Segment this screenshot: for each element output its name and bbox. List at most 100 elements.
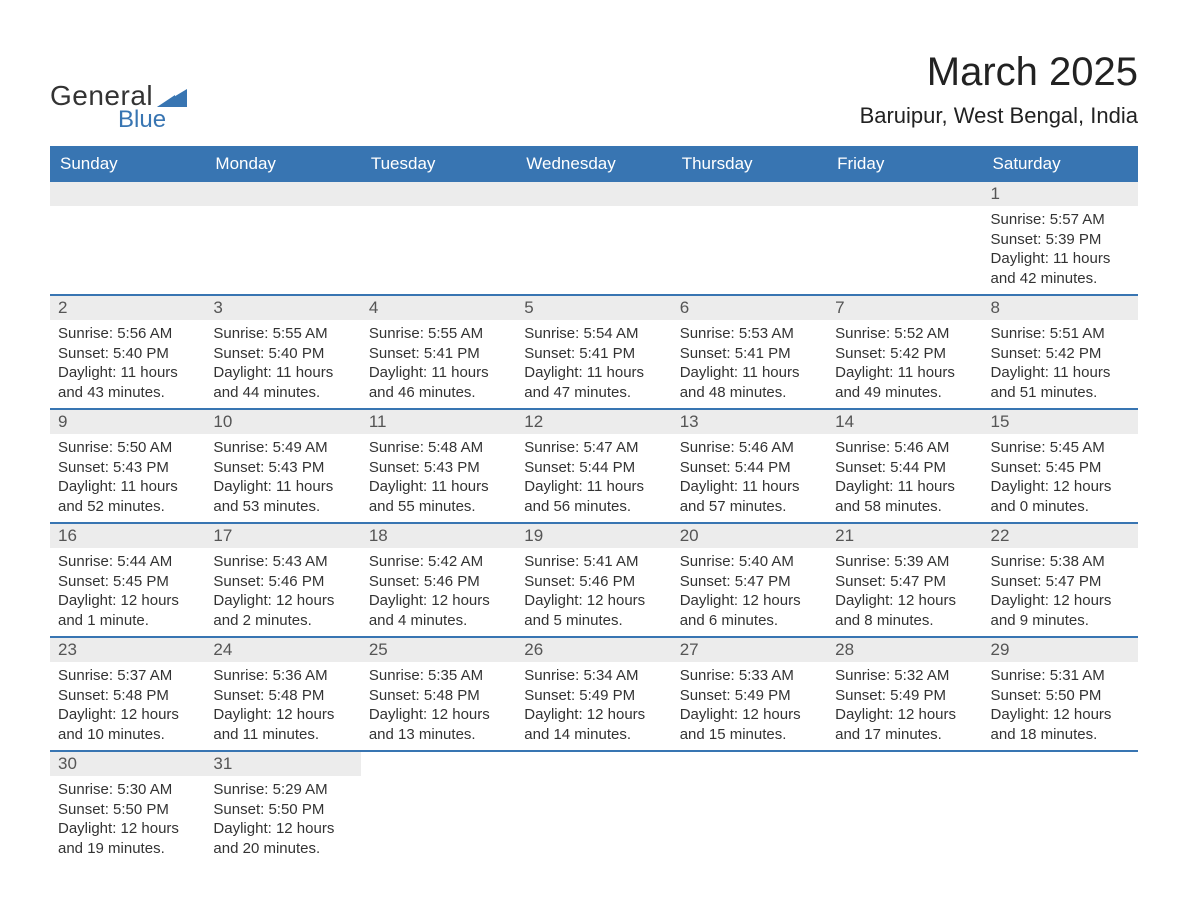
daylight-text: and 14 minutes. [524,725,663,745]
sunset-text: Sunset: 5:49 PM [680,686,819,706]
daylight-text: and 43 minutes. [58,383,197,403]
day-number: 8 [983,296,1138,320]
daylight-text: and 52 minutes. [58,497,197,517]
daylight-text: and 9 minutes. [991,611,1130,631]
sunrise-text: Sunrise: 5:53 AM [680,324,819,344]
sunset-text: Sunset: 5:41 PM [524,344,663,364]
day-number: 19 [516,524,671,548]
cell-body: Sunrise: 5:50 AMSunset: 5:43 PMDaylight:… [50,434,205,522]
day-number [361,752,516,776]
sunset-text: Sunset: 5:39 PM [991,230,1130,250]
sunset-text: Sunset: 5:43 PM [58,458,197,478]
sunset-text: Sunset: 5:45 PM [58,572,197,592]
daylight-text: Daylight: 12 hours [213,591,352,611]
day-number: 10 [205,410,360,434]
daylight-text: Daylight: 12 hours [991,705,1130,725]
daylight-text: Daylight: 12 hours [58,705,197,725]
sunset-text: Sunset: 5:47 PM [835,572,974,592]
calendar-cell: 19Sunrise: 5:41 AMSunset: 5:46 PMDayligh… [516,524,671,636]
sunrise-text: Sunrise: 5:48 AM [369,438,508,458]
calendar: Sunday Monday Tuesday Wednesday Thursday… [50,146,1138,864]
calendar-cell: 18Sunrise: 5:42 AMSunset: 5:46 PMDayligh… [361,524,516,636]
day-headers: Sunday Monday Tuesday Wednesday Thursday… [50,146,1138,182]
day-number [516,182,671,206]
cell-body: Sunrise: 5:29 AMSunset: 5:50 PMDaylight:… [205,776,360,864]
sunrise-text: Sunrise: 5:34 AM [524,666,663,686]
sunset-text: Sunset: 5:50 PM [213,800,352,820]
calendar-cell: 20Sunrise: 5:40 AMSunset: 5:47 PMDayligh… [672,524,827,636]
sunrise-text: Sunrise: 5:38 AM [991,552,1130,572]
cell-body: Sunrise: 5:48 AMSunset: 5:43 PMDaylight:… [361,434,516,522]
daylight-text: and 53 minutes. [213,497,352,517]
day-number: 28 [827,638,982,662]
daylight-text: and 58 minutes. [835,497,974,517]
day-number: 9 [50,410,205,434]
daylight-text: Daylight: 11 hours [369,477,508,497]
daylight-text: and 8 minutes. [835,611,974,631]
day-number: 13 [672,410,827,434]
sunrise-text: Sunrise: 5:43 AM [213,552,352,572]
day-number: 4 [361,296,516,320]
sunrise-text: Sunrise: 5:37 AM [58,666,197,686]
sunrise-text: Sunrise: 5:30 AM [58,780,197,800]
calendar-cell [361,182,516,294]
sunrise-text: Sunrise: 5:54 AM [524,324,663,344]
sunrise-text: Sunrise: 5:51 AM [991,324,1130,344]
cell-body-empty [827,206,982,286]
sunrise-text: Sunrise: 5:52 AM [835,324,974,344]
sunrise-text: Sunrise: 5:44 AM [58,552,197,572]
sunrise-text: Sunrise: 5:32 AM [835,666,974,686]
sunset-text: Sunset: 5:50 PM [58,800,197,820]
header-row: General Blue March 2025 Baruipur, West B… [50,50,1138,134]
calendar-cell: 4Sunrise: 5:55 AMSunset: 5:41 PMDaylight… [361,296,516,408]
daylight-text: Daylight: 12 hours [213,705,352,725]
sunrise-text: Sunrise: 5:55 AM [213,324,352,344]
sunrise-text: Sunrise: 5:45 AM [991,438,1130,458]
calendar-cell: 9Sunrise: 5:50 AMSunset: 5:43 PMDaylight… [50,410,205,522]
daylight-text: and 48 minutes. [680,383,819,403]
day-header-saturday: Saturday [983,146,1138,182]
calendar-cell [516,182,671,294]
day-number: 25 [361,638,516,662]
day-header-thursday: Thursday [672,146,827,182]
calendar-cell [516,752,671,864]
cell-body: Sunrise: 5:32 AMSunset: 5:49 PMDaylight:… [827,662,982,750]
sunrise-text: Sunrise: 5:40 AM [680,552,819,572]
sunset-text: Sunset: 5:48 PM [58,686,197,706]
day-number: 22 [983,524,1138,548]
daylight-text: and 11 minutes. [213,725,352,745]
cell-body: Sunrise: 5:55 AMSunset: 5:41 PMDaylight:… [361,320,516,408]
calendar-cell: 21Sunrise: 5:39 AMSunset: 5:47 PMDayligh… [827,524,982,636]
daylight-text: Daylight: 11 hours [991,249,1130,269]
sunset-text: Sunset: 5:43 PM [213,458,352,478]
week-row: 9Sunrise: 5:50 AMSunset: 5:43 PMDaylight… [50,408,1138,522]
day-number: 3 [205,296,360,320]
cell-body-empty [361,206,516,286]
calendar-cell [672,752,827,864]
day-number: 20 [672,524,827,548]
day-number: 16 [50,524,205,548]
cell-body: Sunrise: 5:30 AMSunset: 5:50 PMDaylight:… [50,776,205,864]
week-row: 2Sunrise: 5:56 AMSunset: 5:40 PMDaylight… [50,294,1138,408]
daylight-text: Daylight: 12 hours [369,705,508,725]
cell-body-empty [50,206,205,286]
daylight-text: and 4 minutes. [369,611,508,631]
day-number [827,752,982,776]
week-row: 30Sunrise: 5:30 AMSunset: 5:50 PMDayligh… [50,750,1138,864]
daylight-text: Daylight: 12 hours [680,705,819,725]
sunrise-text: Sunrise: 5:31 AM [991,666,1130,686]
sunset-text: Sunset: 5:44 PM [524,458,663,478]
sunset-text: Sunset: 5:40 PM [213,344,352,364]
sunset-text: Sunset: 5:46 PM [369,572,508,592]
day-header-monday: Monday [205,146,360,182]
sunset-text: Sunset: 5:46 PM [524,572,663,592]
sunset-text: Sunset: 5:43 PM [369,458,508,478]
sunset-text: Sunset: 5:40 PM [58,344,197,364]
cell-body: Sunrise: 5:56 AMSunset: 5:40 PMDaylight:… [50,320,205,408]
calendar-cell: 16Sunrise: 5:44 AMSunset: 5:45 PMDayligh… [50,524,205,636]
day-number: 6 [672,296,827,320]
sunrise-text: Sunrise: 5:50 AM [58,438,197,458]
day-number: 30 [50,752,205,776]
sunset-text: Sunset: 5:44 PM [835,458,974,478]
day-number: 24 [205,638,360,662]
